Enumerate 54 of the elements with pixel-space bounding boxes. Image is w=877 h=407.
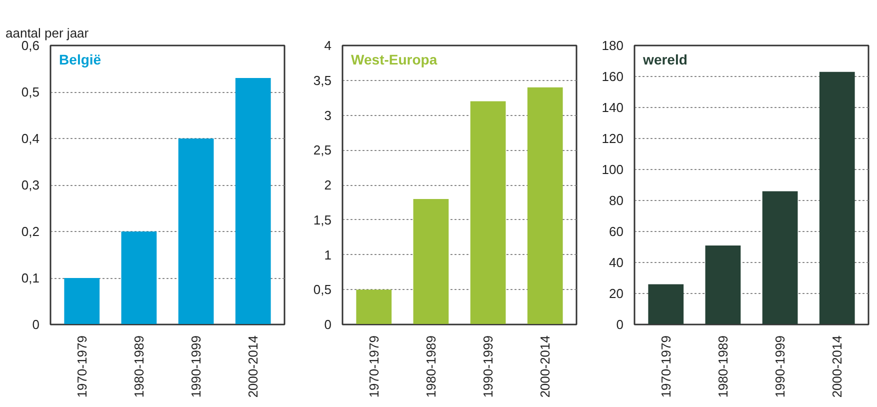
y-tick-label: 0,2 (21, 224, 40, 239)
x-tick-label: 1980-1989 (131, 335, 146, 398)
y-tick-label: 0,4 (21, 131, 40, 146)
y-tick-label: 3 (324, 108, 332, 123)
y-tick-label: 0,5 (313, 282, 332, 298)
y-tick-label: 0,1 (21, 270, 40, 286)
bar (762, 191, 798, 324)
bar (819, 72, 855, 324)
chart-title: wereld (642, 52, 688, 68)
y-tick-label: 1,5 (313, 212, 332, 228)
bar (121, 232, 157, 324)
y-tick-label: 120 (602, 131, 624, 146)
y-tick-label: 80 (609, 193, 624, 208)
x-tick-label: 1980-1989 (715, 335, 730, 398)
x-tick-label: 1990-1999 (772, 335, 788, 398)
bar (470, 101, 506, 324)
chart-title: West-Europa (351, 52, 438, 68)
y-tick-label: 180 (602, 38, 624, 53)
y-tick-label: 2,5 (313, 142, 332, 158)
bar (356, 290, 392, 324)
y-tick-label: 0,6 (21, 38, 40, 53)
x-tick-label: 1970-1979 (74, 335, 90, 398)
y-tick-label: 100 (602, 162, 624, 177)
x-tick-label: 1990-1999 (480, 335, 496, 398)
y-axis-title: aantal per jaar (6, 26, 90, 40)
y-tick-label: 0 (616, 317, 624, 332)
x-tick-label: 1990-1999 (188, 335, 204, 398)
y-tick-label: 40 (609, 255, 624, 270)
y-tick-label: 0 (32, 317, 40, 332)
bar (705, 245, 741, 324)
x-tick-label: 1970-1979 (658, 335, 674, 398)
y-tick-label: 4 (324, 38, 332, 53)
x-tick-label: 1970-1979 (366, 335, 382, 398)
y-tick-label: 140 (602, 100, 624, 115)
bar (527, 87, 563, 324)
y-tick-label: 1 (324, 247, 332, 262)
y-tick-label: 3,5 (313, 72, 332, 88)
bar (235, 78, 271, 324)
chart-title: België (59, 52, 102, 68)
x-tick-label: 1980-1989 (423, 335, 438, 398)
y-tick-label: 60 (609, 224, 624, 239)
y-tick-label: 0,3 (21, 178, 40, 192)
x-tick-label: 2000-2014 (830, 335, 845, 398)
bar (178, 138, 214, 324)
y-tick-label: 160 (602, 69, 624, 84)
bar (64, 278, 100, 324)
y-tick-label: 0 (324, 317, 332, 332)
x-tick-label: 2000-2014 (246, 335, 261, 398)
x-tick-label: 2000-2014 (538, 335, 553, 398)
y-tick-label: 0,5 (21, 84, 40, 100)
bar (648, 284, 684, 324)
y-tick-label: 2 (324, 178, 332, 192)
bar (413, 198, 449, 324)
y-tick-label: 20 (609, 286, 624, 301)
